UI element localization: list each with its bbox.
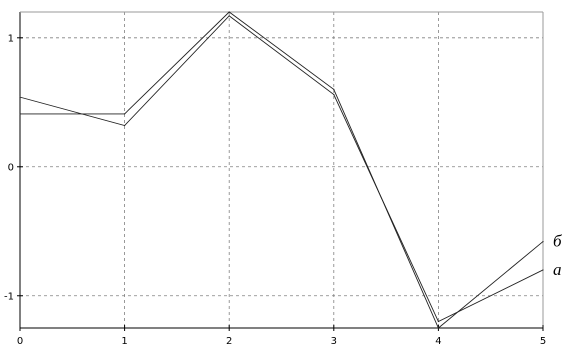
series-point	[542, 269, 544, 271]
series-point	[228, 15, 230, 17]
x-tick-label: 1	[121, 336, 127, 347]
x-tick-label: 4	[435, 336, 441, 347]
axes	[17, 11, 544, 331]
series-point	[437, 320, 439, 323]
plot-background	[20, 12, 543, 328]
y-tick-label: 1	[8, 33, 14, 44]
x-tick-label: 3	[331, 336, 337, 347]
y-tick-label: -1	[4, 291, 14, 302]
series-point	[437, 327, 439, 329]
series-label: б	[553, 232, 562, 251]
x-tick-label: 5	[540, 336, 546, 347]
series-point	[542, 240, 544, 243]
series-point	[19, 113, 21, 115]
series-point	[228, 11, 230, 13]
labels: 1 0 -1 0 1 2 3 4 5 ба	[4, 33, 562, 347]
x-tick-label: 0	[17, 336, 23, 347]
series-point	[124, 124, 126, 127]
series-line-б	[20, 11, 544, 329]
series-line-а	[19, 15, 544, 323]
series-point	[19, 96, 21, 98]
series-point	[124, 113, 126, 115]
series	[19, 11, 544, 329]
x-tick-label: 2	[226, 336, 232, 347]
grid	[20, 12, 543, 328]
series-point	[333, 88, 335, 90]
series-label: а	[553, 260, 562, 279]
y-tick-label: 0	[8, 162, 14, 173]
series-point	[333, 93, 335, 96]
